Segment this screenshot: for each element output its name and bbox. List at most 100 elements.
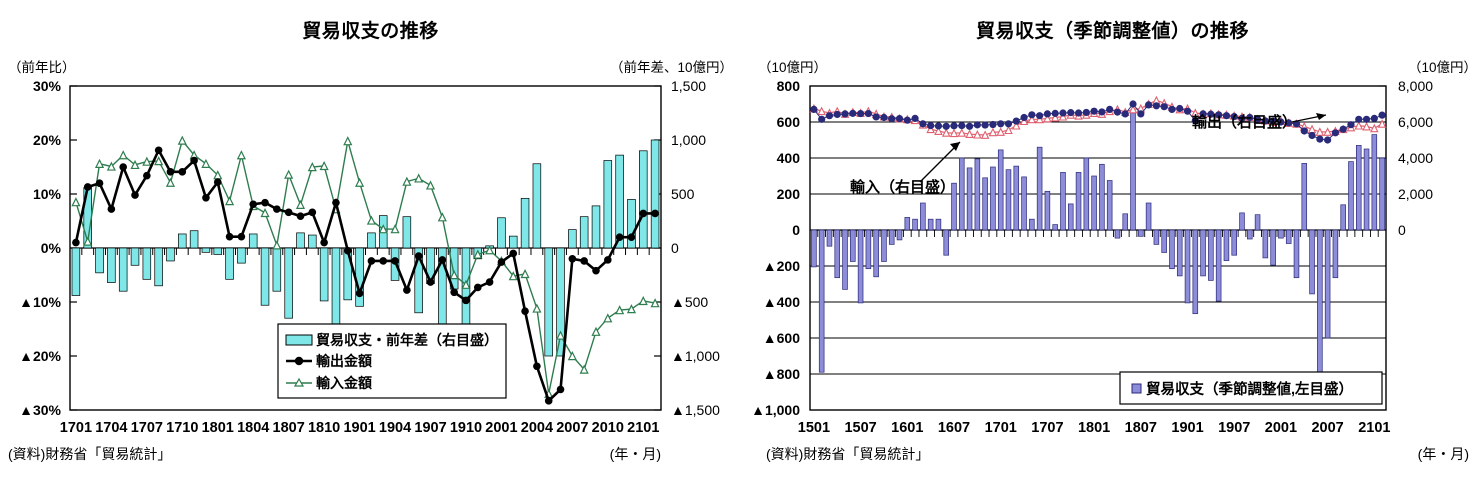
right-export-marker	[1285, 119, 1293, 127]
right-bar	[935, 218, 942, 231]
right-bar	[1176, 229, 1183, 277]
right-import-marker	[1027, 114, 1037, 124]
left-export-marker	[72, 238, 80, 247]
right-chart-plot: 800 600 400 200 0 ▲200 ▲400 ▲600 ▲800 ▲1,000 8,000…	[742, 70, 1483, 440]
right-bar	[1169, 229, 1175, 270]
left-bar	[166, 247, 175, 262]
left-export-marker	[580, 257, 588, 265]
left-export-marker	[604, 256, 612, 264]
left-export-marker	[249, 200, 258, 209]
right-bar	[818, 229, 825, 373]
left-bar	[118, 247, 128, 292]
right-x-tick-label: 1501	[798, 420, 830, 436]
right-chart-panel: 貿易収支（季節調整値）の推移 （10億円） （10億円） 800 600 400 20…	[742, 0, 1483, 500]
left-export-marker	[143, 171, 151, 180]
right-export-marker	[911, 114, 919, 122]
right-export-marker	[1215, 111, 1223, 119]
left-export-marker	[107, 205, 116, 213]
left-chart-left-unit: （前年比）	[8, 60, 76, 75]
left-export-marker	[308, 208, 317, 217]
right-y-right-tick-label: 2,000	[1398, 186, 1433, 202]
left-chart-title: 貿易収支の推移	[302, 21, 439, 42]
left-export-marker	[521, 307, 529, 315]
left-bar	[213, 247, 223, 255]
right-bar	[1145, 202, 1152, 231]
right-bar	[1200, 229, 1206, 277]
right-export-marker	[1051, 109, 1059, 117]
right-bar	[912, 218, 918, 231]
right-bar	[1301, 163, 1308, 231]
left-legend-label-0: 貿易収支・前年差（右目盛）	[316, 332, 498, 348]
right-import-marker	[1323, 127, 1332, 136]
right-export-marker	[1300, 127, 1308, 135]
right-bar	[1324, 229, 1331, 339]
left-export-marker	[450, 288, 458, 297]
right-bar	[1355, 145, 1362, 231]
left-bar	[402, 216, 412, 249]
right-export-marker	[825, 112, 834, 120]
left-bar	[284, 247, 293, 319]
right-bar	[951, 182, 957, 231]
right-source-note: (資料)財務省「貿易統計」	[766, 446, 930, 462]
right-import-marker	[1128, 104, 1138, 114]
right-export-marker	[1230, 113, 1238, 121]
left-import-marker	[425, 180, 436, 190]
right-chart-svg: 800 600 400 200 0 ▲200 ▲400 ▲600 ▲800 ▲1,000 8,000…	[751, 78, 1433, 436]
right-export-marker	[895, 114, 904, 123]
right-bar	[1285, 229, 1292, 244]
left-export-marker	[426, 278, 435, 286]
right-export-marker	[1238, 114, 1246, 122]
left-legend-label-1: 輸出金額	[316, 353, 372, 369]
right-bar	[881, 229, 887, 262]
left-y-tick-label: 0%	[41, 240, 62, 256]
right-bar	[1106, 180, 1113, 231]
right-import-marker	[1354, 120, 1364, 130]
right-bar	[1029, 218, 1035, 231]
right-export-marker	[1036, 112, 1044, 120]
right-export-marker	[1378, 111, 1386, 119]
left-bar	[615, 154, 624, 249]
left-export-marker	[213, 178, 222, 186]
right-export-marker	[810, 105, 818, 113]
right-bar	[974, 158, 981, 231]
right-export-marker	[1253, 115, 1262, 123]
right-bar	[1083, 157, 1090, 231]
right-export-marker	[1269, 117, 1277, 125]
right-x-tick-label: 1601	[891, 420, 923, 436]
left-export-marker	[154, 146, 163, 155]
left-y-right-tick-label: 1,500	[671, 78, 706, 94]
right-bar	[1379, 157, 1385, 231]
left-bar	[225, 247, 234, 280]
right-y-tick-label: 200	[777, 186, 801, 202]
right-export-marker	[1355, 115, 1363, 123]
right-y-tick-label: 400	[777, 150, 801, 166]
left-y-right-tick-label: ▲1,000	[671, 348, 720, 364]
right-import-marker	[1377, 119, 1387, 128]
right-bar	[1317, 229, 1323, 376]
right-y-tick-label: 0	[792, 222, 800, 238]
right-y-tick-label: ▲200	[763, 258, 800, 274]
left-export-marker	[83, 183, 92, 191]
left-import-marker	[615, 305, 625, 315]
left-chart-plot: 30% 20% 10% 0% ▲10% ▲20% ▲30% 1,500 1,000 500 0 ▲50…	[0, 70, 741, 440]
left-import-marker	[272, 240, 282, 250]
right-export-marker	[1090, 107, 1098, 115]
right-bar	[943, 229, 949, 256]
left-bar	[95, 247, 104, 274]
left-chart-panel: 貿易収支の推移 （前年比） （前年差、10億円） 30% 20% 10% 0% ▲10%…	[0, 0, 741, 500]
right-export-marker	[1176, 104, 1184, 113]
right-export-marker	[1067, 109, 1075, 117]
right-bar	[1270, 229, 1276, 266]
left-export-marker	[403, 286, 411, 294]
left-import-marker	[378, 224, 388, 234]
right-y-tick-label: ▲1,000	[751, 402, 800, 418]
left-import-marker	[319, 160, 329, 171]
left-legend-bar-swatch	[285, 334, 313, 346]
left-import-marker	[414, 173, 424, 183]
left-legend-export-dot	[294, 356, 304, 366]
right-import-marker	[1035, 114, 1044, 124]
right-export-marker	[1362, 115, 1371, 123]
right-bar	[888, 229, 895, 245]
right-export-marker	[927, 122, 935, 130]
right-export-marker	[1246, 113, 1254, 122]
